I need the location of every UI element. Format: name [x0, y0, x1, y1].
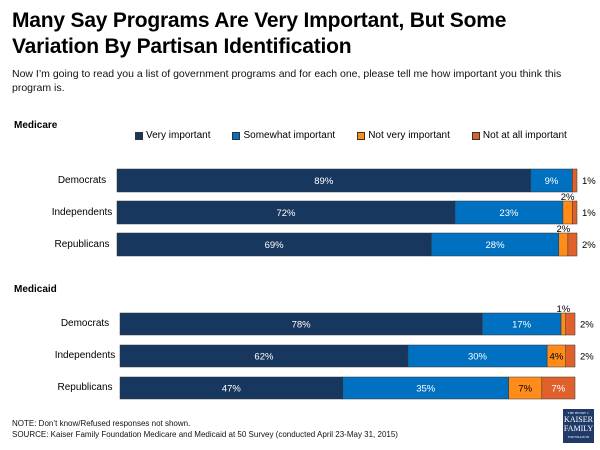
- data-label: 78%: [292, 320, 312, 331]
- category-label: Republicans: [54, 239, 110, 250]
- data-label: 35%: [416, 384, 436, 395]
- data-label: 1%: [582, 208, 596, 219]
- data-label: 7%: [518, 384, 532, 395]
- bar-segment: [558, 232, 569, 257]
- medicare-section-label: Medicare: [14, 120, 58, 131]
- category-label: Independents: [54, 350, 116, 361]
- legend-item-very-important: Very important: [135, 130, 210, 141]
- bar-segment: [541, 376, 576, 400]
- legend-label: Not at all important: [482, 130, 567, 141]
- data-label: 72%: [276, 208, 296, 219]
- data-label: 4%: [550, 352, 564, 363]
- category-label: Democrats: [57, 175, 107, 186]
- data-label: 17%: [512, 320, 532, 331]
- bar-segment: [572, 168, 578, 193]
- data-label: 1%: [557, 304, 571, 315]
- data-label: 7%: [552, 384, 566, 395]
- bar-segment: [567, 232, 578, 257]
- kff-logo: THE HENRY J. KAISER FAMILY FOUNDATION: [563, 409, 594, 443]
- data-label: 9%: [545, 176, 559, 187]
- logo-bottom: FOUNDATION: [567, 435, 590, 439]
- bar-segment: [560, 312, 566, 336]
- logo-line1: KAISER: [564, 415, 593, 424]
- legend-item-somewhat-important: Somewhat important: [232, 130, 335, 141]
- footnote: NOTE: Don’t know/Refused responses not s…: [12, 418, 398, 440]
- legend-swatch-not-at-all-important: [471, 131, 480, 140]
- data-label: 23%: [499, 208, 519, 219]
- data-label: 2%: [582, 240, 596, 251]
- data-label: 1%: [582, 176, 596, 187]
- legend-label: Very important: [146, 130, 211, 141]
- bar-segment: [565, 344, 576, 368]
- source-text: SOURCE: Kaiser Family Foundation Medicar…: [12, 430, 398, 439]
- bar-segment: [562, 200, 573, 225]
- chart-title: Many Say Programs Are Very Important, Bu…: [12, 9, 507, 58]
- logo-top: THE HENRY J.: [567, 411, 590, 415]
- category-label: Independents: [51, 207, 113, 218]
- legend-item-not-at-all-important: Not at all important: [471, 130, 567, 141]
- data-label: 62%: [254, 352, 274, 363]
- legend-swatch-very-important: [135, 131, 143, 140]
- legend-label: Not very important: [368, 130, 450, 141]
- logo-line2: FAMILY: [563, 424, 594, 433]
- legend-swatch-not-very-important: [357, 131, 366, 140]
- data-label: 2%: [580, 320, 594, 331]
- data-label: 47%: [222, 384, 242, 395]
- bar-segment: [565, 312, 576, 336]
- category-label: Democrats: [60, 318, 110, 329]
- data-label: 69%: [265, 240, 285, 251]
- legend-label: Somewhat important: [243, 130, 336, 141]
- data-label: 2%: [580, 352, 594, 363]
- data-label: 2%: [561, 192, 575, 203]
- note-text: NOTE: Don’t know/Refused responses not s…: [12, 419, 191, 428]
- bar-segment: [572, 200, 578, 225]
- legend-item-not-very-important: Not very important: [357, 130, 450, 141]
- data-label: 30%: [468, 352, 488, 363]
- data-label: 2%: [556, 224, 570, 235]
- data-label: 89%: [314, 176, 334, 187]
- chart-subtitle: Now I’m going to read you a list of gove…: [12, 68, 562, 94]
- medicaid-section-label: Medicaid: [14, 284, 57, 295]
- category-label: Republicans: [57, 382, 113, 393]
- legend: Very important Somewhat important Not ve…: [135, 130, 589, 141]
- data-label: 28%: [486, 240, 506, 251]
- legend-swatch-somewhat-important: [232, 131, 241, 140]
